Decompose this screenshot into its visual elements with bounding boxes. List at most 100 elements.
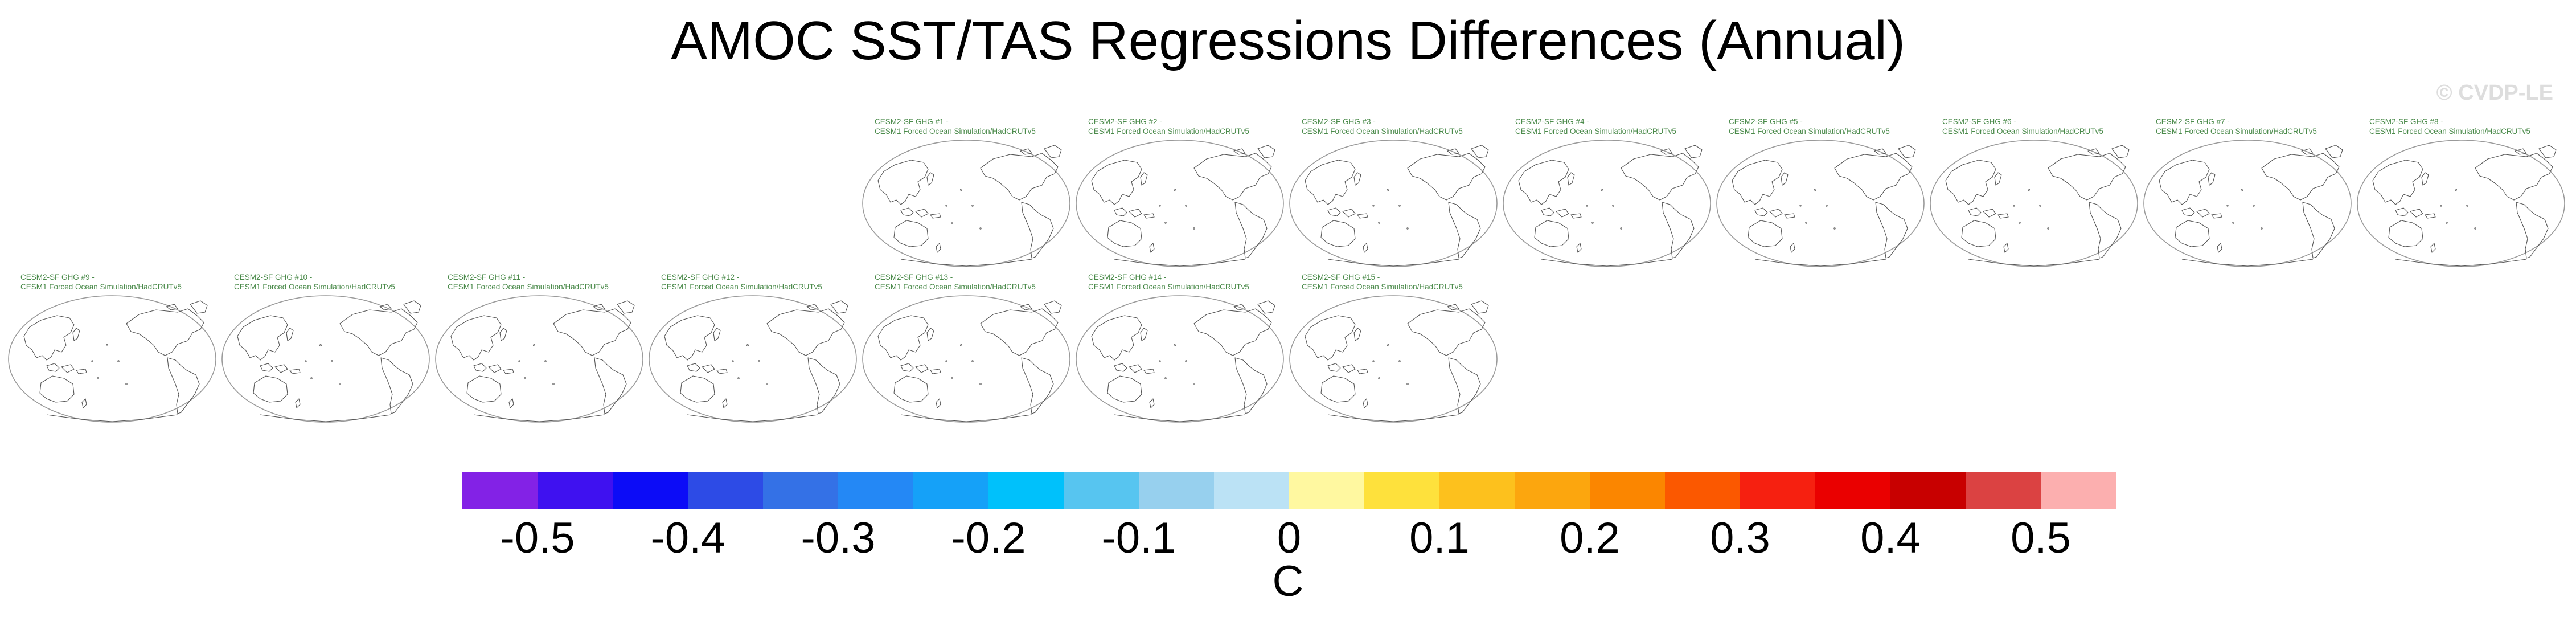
colorbar-swatch — [1890, 472, 1966, 509]
map-panel: CESM2-SF GHG #5 - CESM1 Forced Ocean Sim… — [1715, 117, 1926, 273]
world-map — [862, 140, 1070, 267]
panel-label-line1: CESM2-SF GHG #5 - — [1729, 117, 1803, 126]
colorbar-swatch — [1364, 472, 1439, 509]
colorbar-swatch — [1815, 472, 1890, 509]
colorbar-swatch — [913, 472, 988, 509]
colorbar-tick-label: 0 — [1277, 514, 1302, 562]
colorbar-swatch — [1439, 472, 1515, 509]
colorbar-swatch — [538, 472, 613, 509]
panel-label-line2: CESM1 Forced Ocean Simulation/HadCRUTv5 — [1515, 127, 1676, 136]
colorbar-swatch — [1966, 472, 2041, 509]
map-panel: CESM2-SF GHG #8 - CESM1 Forced Ocean Sim… — [2356, 117, 2566, 273]
colorbar-tick-label: 0.5 — [2011, 514, 2071, 562]
colorbar-swatch — [688, 472, 763, 509]
panel-label-line1: CESM2-SF GHG #15 - — [1302, 273, 1380, 281]
colorbar-swatch — [2041, 472, 2116, 509]
colorbar-tick-label: -0.1 — [1101, 514, 1176, 562]
colorbar-swatch — [1665, 472, 1740, 509]
panel-label-line2: CESM1 Forced Ocean Simulation/HadCRUTv5 — [1729, 127, 1890, 136]
world-map — [862, 295, 1070, 423]
panel-label-line2: CESM1 Forced Ocean Simulation/HadCRUTv5 — [1942, 127, 2103, 136]
panel-label-line1: CESM2-SF GHG #9 - — [20, 273, 95, 281]
colorbar-unit-label: C — [1272, 557, 1304, 606]
panel-label-line1: CESM2-SF GHG #3 - — [1302, 117, 1376, 126]
colorbar-swatch — [1139, 472, 1214, 509]
world-map — [8, 295, 216, 423]
map-panel: CESM2-SF GHG #4 - CESM1 Forced Ocean Sim… — [1502, 117, 1712, 273]
panel-label-line1: CESM2-SF GHG #14 - — [1088, 273, 1167, 281]
colorbar-swatch — [1289, 472, 1364, 509]
colorbar-tick-label: -0.4 — [650, 514, 725, 562]
colorbar-swatch — [1214, 472, 1289, 509]
world-map — [221, 295, 430, 423]
world-map — [1930, 140, 2138, 267]
colorbar-tick-label: 0.3 — [1710, 514, 1770, 562]
world-map — [1076, 140, 1284, 267]
figure-title: AMOC SST/TAS Regressions Differences (An… — [671, 10, 1905, 71]
colorbar-tick-label: -0.5 — [500, 514, 575, 562]
map-panel: CESM2-SF GHG #3 - CESM1 Forced Ocean Sim… — [1288, 117, 1499, 273]
panel-label-line2: CESM1 Forced Ocean Simulation/HadCRUTv5 — [2156, 127, 2317, 136]
panel-label: CESM2-SF GHG #15 - CESM1 Forced Ocean Si… — [1302, 272, 1495, 292]
colorbar-swatch — [838, 472, 913, 509]
world-map — [1503, 140, 1711, 267]
panel-label: CESM2-SF GHG #6 - CESM1 Forced Ocean Sim… — [1942, 117, 2136, 136]
colorbar-swatch — [1590, 472, 1665, 509]
panel-label: CESM2-SF GHG #9 - CESM1 Forced Ocean Sim… — [20, 272, 214, 292]
panel-label-line2: CESM1 Forced Ocean Simulation/HadCRUTv5 — [448, 283, 609, 291]
colorbar-swatch — [1064, 472, 1139, 509]
map-panel: CESM2-SF GHG #12 - CESM1 Forced Ocean Si… — [647, 272, 858, 429]
panel-label-line1: CESM2-SF GHG #8 - — [2369, 117, 2443, 126]
panel-label: CESM2-SF GHG #14 - CESM1 Forced Ocean Si… — [1088, 272, 1282, 292]
panel-label-line1: CESM2-SF GHG #7 - — [2156, 117, 2230, 126]
colorbar-tick-label: 0.1 — [1409, 514, 1470, 562]
colorbar-tick-label: 0.2 — [1560, 514, 1620, 562]
panel-label-line1: CESM2-SF GHG #6 - — [1942, 117, 2016, 126]
panel-label-line1: CESM2-SF GHG #10 - — [234, 273, 313, 281]
map-panel: CESM2-SF GHG #14 - CESM1 Forced Ocean Si… — [1074, 272, 1285, 429]
map-panel: CESM2-SF GHG #9 - CESM1 Forced Ocean Sim… — [7, 272, 218, 429]
world-map — [1076, 295, 1284, 423]
map-panel: CESM2-SF GHG #13 - CESM1 Forced Ocean Si… — [861, 272, 1072, 429]
panel-label-line2: CESM1 Forced Ocean Simulation/HadCRUTv5 — [1302, 283, 1463, 291]
panel-label-line2: CESM1 Forced Ocean Simulation/HadCRUTv5 — [1088, 127, 1249, 136]
colorbar-tick-label: -0.3 — [801, 514, 876, 562]
world-map — [1289, 140, 1498, 267]
panel-label-line2: CESM1 Forced Ocean Simulation/HadCRUTv5 — [1302, 127, 1463, 136]
panel-label-line1: CESM2-SF GHG #11 - — [448, 273, 526, 281]
panel-label-line2: CESM1 Forced Ocean Simulation/HadCRUTv5 — [2369, 127, 2530, 136]
world-map — [1289, 295, 1498, 423]
colorbar-tick-label: 0.4 — [1860, 514, 1921, 562]
panel-label: CESM2-SF GHG #8 - CESM1 Forced Ocean Sim… — [2369, 117, 2563, 136]
world-map — [435, 295, 643, 423]
map-panel: CESM2-SF GHG #7 - CESM1 Forced Ocean Sim… — [2142, 117, 2353, 273]
panel-label-line1: CESM2-SF GHG #1 - — [875, 117, 949, 126]
panel-label-line1: CESM2-SF GHG #13 - — [875, 273, 953, 281]
watermark-text: © CVDP-LE — [2436, 81, 2553, 105]
panel-label-line2: CESM1 Forced Ocean Simulation/HadCRUTv5 — [875, 283, 1036, 291]
panel-label: CESM2-SF GHG #13 - CESM1 Forced Ocean Si… — [875, 272, 1068, 292]
map-panel: CESM2-SF GHG #1 - CESM1 Forced Ocean Sim… — [861, 117, 1072, 273]
panel-label: CESM2-SF GHG #2 - CESM1 Forced Ocean Sim… — [1088, 117, 1282, 136]
panel-label: CESM2-SF GHG #5 - CESM1 Forced Ocean Sim… — [1729, 117, 1922, 136]
world-map — [649, 295, 857, 423]
map-panel: CESM2-SF GHG #15 - CESM1 Forced Ocean Si… — [1288, 272, 1499, 429]
panel-label: CESM2-SF GHG #3 - CESM1 Forced Ocean Sim… — [1302, 117, 1495, 136]
panel-label: CESM2-SF GHG #12 - CESM1 Forced Ocean Si… — [661, 272, 855, 292]
world-map — [1716, 140, 1925, 267]
colorbar-swatch — [763, 472, 838, 509]
world-map — [2357, 140, 2565, 267]
map-panel: CESM2-SF GHG #6 - CESM1 Forced Ocean Sim… — [1929, 117, 2139, 273]
world-map — [2143, 140, 2352, 267]
map-panel: CESM2-SF GHG #2 - CESM1 Forced Ocean Sim… — [1074, 117, 1285, 273]
panel-label-line1: CESM2-SF GHG #4 - — [1515, 117, 1589, 126]
panel-label: CESM2-SF GHG #7 - CESM1 Forced Ocean Sim… — [2156, 117, 2349, 136]
panel-label-line2: CESM1 Forced Ocean Simulation/HadCRUTv5 — [661, 283, 822, 291]
panel-label: CESM2-SF GHG #1 - CESM1 Forced Ocean Sim… — [875, 117, 1068, 136]
colorbar-swatch — [462, 472, 538, 509]
panel-label-line2: CESM1 Forced Ocean Simulation/HadCRUTv5 — [1088, 283, 1249, 291]
colorbar-swatch — [1740, 472, 1815, 509]
panel-label: CESM2-SF GHG #11 - CESM1 Forced Ocean Si… — [448, 272, 641, 292]
colorbar-ticks: -0.5 -0.4 -0.3 -0.2 -0.1 0 0.1 0.2 0.3 0.4 0.5 — [0, 513, 2576, 570]
panel-label-line2: CESM1 Forced Ocean Simulation/HadCRUTv5 — [20, 283, 182, 291]
